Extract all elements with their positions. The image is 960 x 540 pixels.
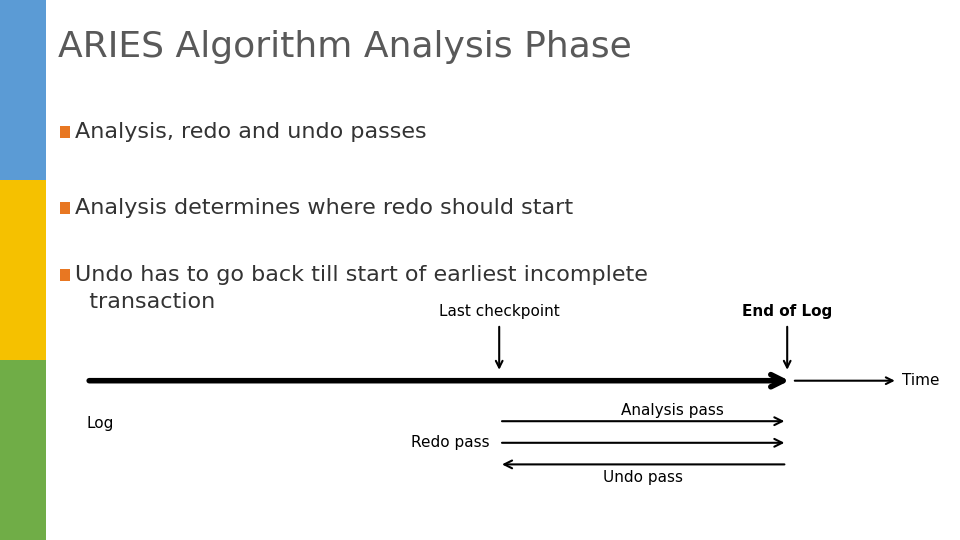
Text: Analysis determines where redo should start: Analysis determines where redo should st… (75, 198, 573, 218)
Text: End of Log: End of Log (742, 303, 832, 319)
Text: transaction: transaction (75, 292, 215, 313)
Text: Analysis pass: Analysis pass (620, 403, 724, 418)
Bar (60, 269, 70, 281)
Bar (0, 0, 46, 180)
Bar (0, 360, 46, 540)
Text: Undo pass: Undo pass (603, 470, 684, 485)
Text: Undo has to go back till start of earliest incomplete: Undo has to go back till start of earlie… (75, 265, 648, 286)
Text: Last checkpoint: Last checkpoint (439, 303, 560, 319)
Text: Log: Log (86, 416, 114, 431)
Text: Time: Time (902, 373, 940, 388)
Bar (60, 126, 70, 138)
Text: ARIES Algorithm Analysis Phase: ARIES Algorithm Analysis Phase (58, 30, 632, 64)
Bar (0, 180, 46, 360)
Text: Analysis, redo and undo passes: Analysis, redo and undo passes (75, 122, 426, 143)
Text: Redo pass: Redo pass (411, 435, 490, 450)
Bar (60, 202, 70, 214)
